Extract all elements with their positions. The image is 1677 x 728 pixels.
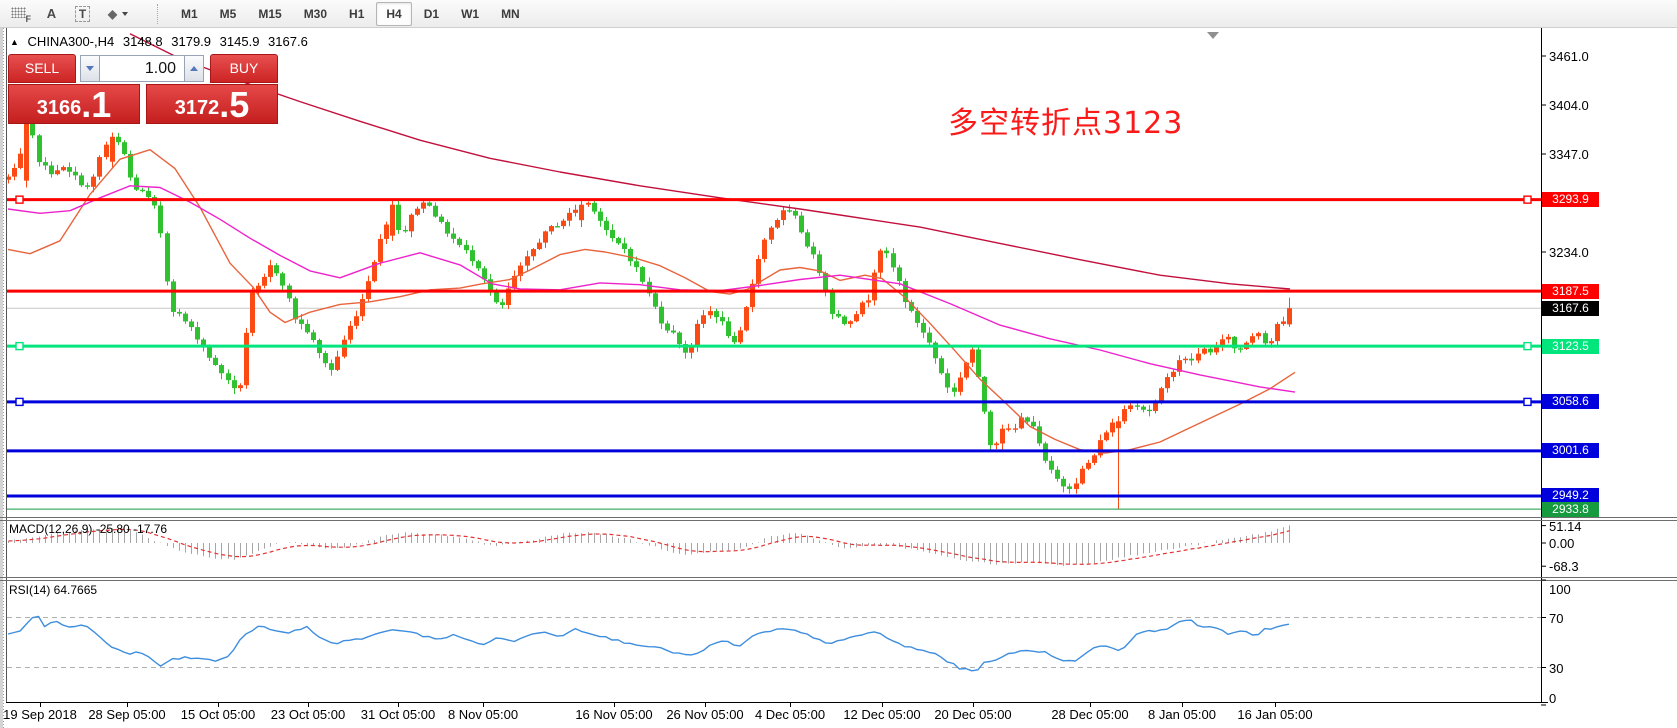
rsi-axis-tick: 70	[1549, 610, 1564, 626]
chevron-down-icon	[122, 11, 129, 16]
price-axis-tick: 3461.0	[1549, 49, 1589, 64]
rsi-axis-tick: 30	[1549, 660, 1564, 676]
symbol-period-label: CHINA300-,H4	[27, 34, 115, 49]
price-axis-tick: 3347.0	[1549, 147, 1589, 162]
date-axis-label: 8 Nov 05:00	[447, 707, 519, 722]
date-axis-label: 4 Dec 05:00	[754, 707, 826, 722]
text-label-button[interactable]: A	[37, 1, 66, 27]
timeframe-group: M1 M5 M15 M30 H1 H4 D1 W1 MN	[171, 1, 530, 26]
price-axis-tick: 3234.0	[1549, 245, 1589, 260]
price-level-badge: 3293.9	[1542, 192, 1599, 208]
text-label-icon: A	[46, 6, 57, 21]
buy-button[interactable]: BUY	[210, 54, 278, 83]
chart-text-annotation: 多空转折点3123	[948, 106, 1184, 141]
one-click-trading-panel: SELL 1.00 BUY 3166.1 3172.5	[8, 54, 278, 124]
ohlc-low: 3145.9	[219, 34, 260, 49]
price-axis-tick: 3404.0	[1549, 98, 1589, 113]
line-handle[interactable]	[1523, 195, 1532, 204]
toolbar: F A T ◆ M1 M5 M15 M30 H1 H4 D1 W1 MN	[0, 0, 1677, 28]
price-chart[interactable]	[0, 28, 1677, 728]
sell-price[interactable]: 3166.1	[8, 84, 140, 124]
volume-increase-button[interactable]	[184, 55, 204, 82]
chevron-down-icon	[86, 66, 94, 71]
chart-title: ▲ CHINA300-,H4 3148.8 3179.9 3145.9 3167…	[10, 34, 313, 49]
line-handle[interactable]	[15, 397, 24, 407]
line-handle[interactable]	[15, 341, 24, 351]
sell-button[interactable]: SELL	[8, 54, 76, 83]
line-handle[interactable]	[1523, 397, 1532, 407]
macd-axis-tick: -68.3	[1549, 559, 1579, 575]
expert-advisors-button[interactable]: F	[6, 1, 35, 27]
date-axis-label: 16 Jan 05:00	[1237, 707, 1313, 722]
date-axis-label: 28 Dec 05:00	[1051, 707, 1129, 722]
timeframe-button-m5[interactable]: M5	[219, 6, 237, 21]
ohlc-open: 3148.8	[122, 34, 163, 49]
price-level-badge: 3001.6	[1542, 443, 1599, 459]
chart-shift-marker[interactable]	[1207, 32, 1219, 39]
date-axis-label: 16 Nov 05:00	[575, 707, 653, 722]
ohlc-high: 3179.9	[171, 34, 212, 49]
timeframe-button-m30[interactable]: M30	[303, 6, 328, 21]
chevron-up-icon	[190, 66, 198, 71]
timeframe-button-m15[interactable]: M15	[258, 6, 282, 21]
text-box-button[interactable]: T	[68, 1, 97, 27]
date-axis-label: 23 Oct 05:00	[270, 707, 346, 722]
sell-price-frac: .1	[81, 84, 112, 125]
rsi-axis-tick: 100	[1549, 582, 1571, 597]
ohlc-close: 3167.6	[268, 34, 308, 49]
date-axis-label: 12 Dec 05:00	[843, 707, 921, 722]
toolbar-separator	[157, 3, 159, 24]
rsi-indicator-label: RSI(14) 64.7665	[9, 583, 98, 597]
macd-axis-tick: 0.00	[1549, 536, 1575, 551]
line-handle[interactable]	[15, 195, 24, 204]
date-axis-label: 31 Oct 05:00	[360, 707, 436, 722]
timeframe-button-w1[interactable]: W1	[461, 6, 480, 21]
grid-dots-icon	[11, 6, 26, 18]
chart-window: ▲ CHINA300-,H4 3148.8 3179.9 3145.9 3167…	[0, 28, 1677, 728]
objects-icon: ◆	[107, 6, 118, 21]
sell-price-int: 3166	[36, 97, 82, 119]
date-axis-label: 28 Sep 05:00	[88, 707, 166, 722]
macd-axis-tick: 51.14	[1549, 518, 1582, 534]
timeframe-button-mn[interactable]: MN	[501, 6, 520, 21]
date-axis-label: 20 Dec 05:00	[934, 707, 1012, 722]
line-handle[interactable]	[1523, 341, 1532, 351]
timeframe-button-m1[interactable]: M1	[181, 6, 198, 21]
price-level-badge: 2933.8	[1542, 501, 1599, 517]
objects-dropdown-button[interactable]: ◆	[99, 1, 137, 27]
current-price-badge: 3167.6	[1542, 300, 1599, 316]
price-level-badge: 3123.5	[1542, 338, 1599, 354]
price-level-badge: 3187.5	[1542, 283, 1599, 299]
rsi-axis-tick: 0	[1549, 691, 1557, 706]
buy-price[interactable]: 3172.5	[146, 84, 278, 124]
price-level-badge: 2949.2	[1542, 488, 1599, 504]
collapse-panel-icon[interactable]: ▲	[10, 37, 19, 47]
price-level-badge: 3058.6	[1542, 394, 1599, 410]
date-axis-label: 26 Nov 05:00	[666, 707, 744, 722]
timeframe-button-d1[interactable]: D1	[423, 6, 440, 21]
text-box-icon: T	[74, 5, 91, 22]
buy-price-int: 3172	[174, 97, 220, 119]
date-axis-label: 19 Sep 2018	[3, 707, 77, 722]
timeframe-button-h4[interactable]: H4	[376, 1, 412, 26]
volume-decrease-button[interactable]	[80, 55, 100, 82]
date-axis-label: 15 Oct 05:00	[180, 707, 256, 722]
macd-indicator-label: MACD(12,26,9) -25.80 -17.76	[9, 522, 168, 536]
buy-price-frac: .5	[219, 84, 250, 125]
expert-advisors-icon: F	[25, 13, 32, 24]
timeframe-button-h1[interactable]: H1	[349, 6, 365, 21]
volume-input[interactable]: 1.00	[100, 55, 184, 82]
date-axis-label: 8 Jan 05:00	[1148, 707, 1216, 722]
